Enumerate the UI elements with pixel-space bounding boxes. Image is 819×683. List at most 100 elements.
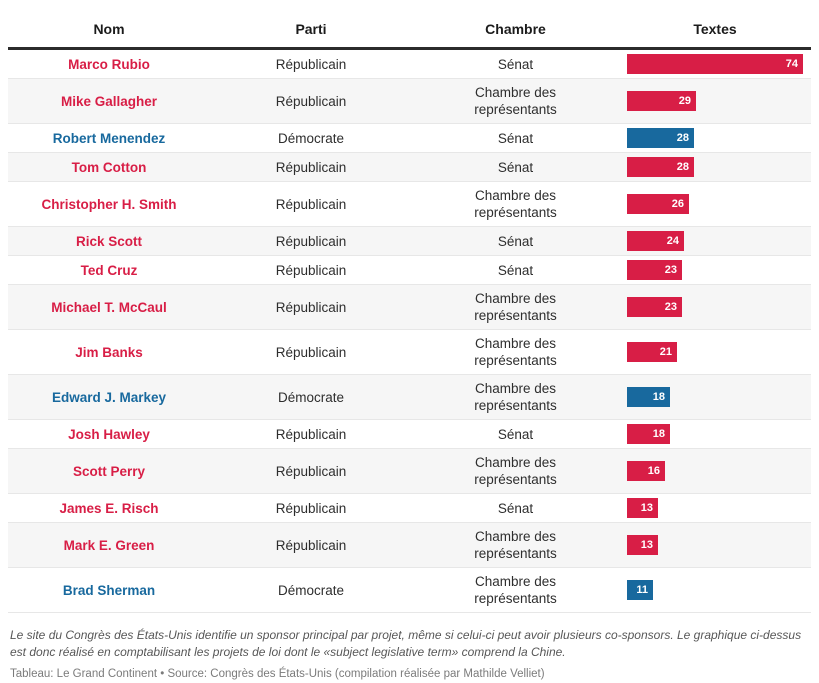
party-cell: Républicain — [275, 56, 347, 72]
textes-bar-cell: 13 — [619, 494, 811, 523]
textes-bar: 11 — [627, 580, 653, 600]
textes-bar-cell: 28 — [619, 153, 811, 182]
textes-bar: 24 — [627, 231, 684, 251]
chamber-label: Sénat — [497, 233, 534, 249]
chamber-cell: Chambre des représentants — [412, 285, 619, 330]
textes-bar-cell: 26 — [619, 182, 811, 227]
chamber-label: Sénat — [497, 500, 534, 516]
chamber-cell: Sénat — [412, 227, 619, 256]
name-cell: Rick Scott — [8, 227, 210, 256]
textes-bar-cell: 11 — [619, 568, 811, 613]
name-cell: Edward J. Markey — [8, 375, 210, 420]
chamber-cell: Sénat — [412, 494, 619, 523]
chamber-cell: Chambre des représentants — [412, 449, 619, 494]
textes-bar-value: 24 — [666, 235, 679, 247]
textes-bar-value: 18 — [652, 391, 665, 403]
party-cell: Démocrate — [277, 130, 345, 146]
textes-bar-value: 28 — [676, 132, 689, 144]
col-header-textes: Textes — [619, 13, 811, 50]
chamber-label: Sénat — [497, 159, 534, 175]
textes-bar-cell: 21 — [619, 330, 811, 375]
member-name: Josh Hawley — [68, 426, 150, 442]
textes-bar-value: 21 — [659, 346, 672, 358]
textes-bar-value: 18 — [652, 428, 665, 440]
party-cell: Républicain — [275, 262, 347, 278]
textes-bar-cell: 23 — [619, 285, 811, 330]
textes-bar-cell: 29 — [619, 79, 811, 124]
footnote: Le site du Congrès des États-Unis identi… — [10, 628, 802, 659]
member-name: Scott Perry — [72, 463, 146, 479]
chamber-label: Sénat — [497, 56, 534, 72]
member-name: James E. Risch — [59, 500, 159, 516]
textes-bar-cell: 24 — [619, 227, 811, 256]
textes-bar-value: 13 — [640, 502, 653, 514]
party-cell: Républicain — [275, 426, 347, 442]
textes-bar-cell: 18 — [619, 420, 811, 449]
table-row: Mark E. Green Républicain Chambre des repr… — [8, 522, 811, 568]
chamber-label: Chambre des représentants — [474, 529, 557, 561]
member-name: Edward J. Markey — [51, 389, 167, 405]
name-cell: Christopher H. Smith — [8, 182, 210, 227]
textes-bar: 21 — [627, 342, 677, 362]
party-cell: Républicain — [275, 93, 347, 109]
table-row: Rick Scott Républicain Sénat 24 — [8, 226, 811, 256]
table-row: Christopher H. Smith Républicain Chambre d… — [8, 181, 811, 227]
textes-bar-cell: 18 — [619, 375, 811, 420]
chamber-cell: Chambre des représentants — [412, 79, 619, 124]
col-header-chambre: Chambre — [412, 13, 619, 50]
name-cell: Brad Sherman — [8, 568, 210, 613]
chamber-cell: Chambre des représentants — [412, 568, 619, 613]
table-header: Nom Parti Chambre Textes — [8, 13, 811, 50]
header-row: Nom Parti Chambre Textes — [8, 13, 811, 50]
party-cell: Républicain — [275, 196, 347, 212]
name-cell: Tom Cotton — [8, 153, 210, 182]
member-name: Robert Menendez — [52, 130, 166, 146]
chamber-cell: Sénat — [412, 153, 619, 182]
table-row: Mike Gallagher Républicain Chambre des rep… — [8, 78, 811, 124]
table-row: Ted Cruz Républicain Sénat 23 — [8, 255, 811, 285]
chamber-label: Chambre des représentants — [474, 381, 557, 413]
table-row: Marco Rubio Républicain Sénat 74 — [8, 48, 811, 79]
table-row: Edward J. Markey Démocrate Chambre des rep… — [8, 374, 811, 420]
chamber-label: Sénat — [497, 262, 534, 278]
party-cell: Républicain — [275, 537, 347, 553]
textes-bar: 13 — [627, 498, 658, 518]
party-cell: Républicain — [275, 233, 347, 249]
textes-bar-cell: 23 — [619, 256, 811, 285]
chamber-label: Chambre des représentants — [474, 336, 557, 368]
party-cell: Républicain — [275, 500, 347, 516]
table-row: Tom Cotton Républicain Sénat 28 — [8, 152, 811, 182]
textes-bar: 16 — [627, 461, 665, 481]
textes-bar: 28 — [627, 157, 694, 177]
textes-bar-value: 28 — [676, 161, 689, 173]
chamber-cell: Chambre des représentants — [412, 182, 619, 227]
member-name: Mark E. Green — [63, 537, 155, 553]
name-cell: Scott Perry — [8, 449, 210, 494]
textes-bar: 74 — [627, 54, 803, 74]
textes-bar: 26 — [627, 194, 689, 214]
chamber-label: Chambre des représentants — [474, 188, 557, 220]
textes-bar: 13 — [627, 535, 658, 555]
textes-bar: 23 — [627, 297, 682, 317]
textes-bar-value: 11 — [636, 584, 648, 596]
name-cell: Mark E. Green — [8, 523, 210, 568]
party-cell: Démocrate — [277, 582, 345, 598]
party-cell: Républicain — [275, 299, 347, 315]
chamber-label: Chambre des représentants — [474, 455, 557, 487]
chamber-label: Sénat — [497, 130, 534, 146]
textes-bar: 18 — [627, 387, 670, 407]
textes-bar: 29 — [627, 91, 696, 111]
textes-bar: 23 — [627, 260, 682, 280]
textes-bar-value: 23 — [664, 264, 677, 276]
chamber-cell: Chambre des représentants — [412, 330, 619, 375]
party-cell: Républicain — [275, 344, 347, 360]
credit-line: Tableau: Le Grand Continent • Source: Co… — [10, 668, 545, 680]
chamber-cell: Sénat — [412, 420, 619, 449]
textes-bar: 28 — [627, 128, 694, 148]
chamber-cell: Sénat — [412, 124, 619, 153]
congress-china-bills-table: Nom Parti Chambre Textes Marco Rubio Répu… — [8, 13, 811, 613]
name-cell: Marco Rubio — [8, 49, 210, 79]
member-name: Marco Rubio — [68, 56, 150, 72]
member-name: Mike Gallagher — [60, 93, 158, 109]
